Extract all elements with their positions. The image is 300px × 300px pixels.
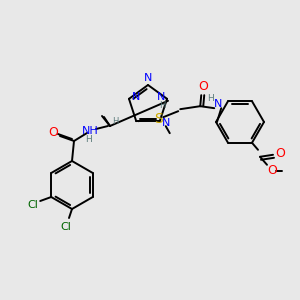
- Text: O: O: [267, 164, 277, 177]
- Text: N: N: [157, 92, 165, 102]
- Text: H: H: [207, 94, 214, 103]
- Text: Cl: Cl: [61, 222, 71, 232]
- Text: S: S: [154, 112, 163, 126]
- Text: O: O: [275, 147, 285, 160]
- Text: N: N: [162, 118, 170, 128]
- Text: O: O: [198, 80, 208, 93]
- Text: O: O: [48, 127, 58, 140]
- Text: N: N: [214, 99, 222, 109]
- Text: N: N: [132, 92, 140, 102]
- Text: H: H: [159, 101, 165, 110]
- Text: N: N: [144, 73, 152, 83]
- Text: H: H: [85, 136, 92, 145]
- Text: NH: NH: [82, 126, 98, 136]
- Text: Cl: Cl: [28, 200, 39, 210]
- Text: H: H: [112, 116, 118, 125]
